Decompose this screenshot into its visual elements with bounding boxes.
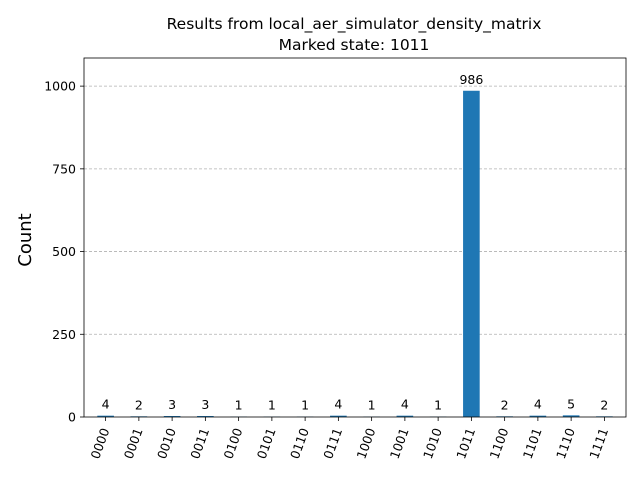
y-tick-label: 0 <box>68 410 76 425</box>
x-tick-label: 0110 <box>287 426 312 461</box>
bar <box>163 416 181 417</box>
x-tick-label: 0101 <box>254 426 279 461</box>
x-tick-label: 1011 <box>453 426 478 461</box>
bar-value-label: 4 <box>401 397 409 412</box>
bar <box>396 415 414 417</box>
bar-value-label: 2 <box>501 397 509 412</box>
bar-value-label: 3 <box>201 397 209 412</box>
bar-value-label: 4 <box>534 397 542 412</box>
x-tick-label: 0010 <box>154 426 179 461</box>
bar-value-label: 1 <box>434 398 442 413</box>
bar-value-label: 5 <box>567 396 575 411</box>
x-tick-label: 1110 <box>553 426 578 461</box>
x-tick-label: 0100 <box>220 426 245 461</box>
bar-value-label: 3 <box>168 397 176 412</box>
x-tick-label: 1000 <box>353 426 378 461</box>
x-tick-label: 0011 <box>187 426 212 461</box>
x-tick-label: 1100 <box>486 426 511 461</box>
axes <box>83 57 627 418</box>
y-ticks: 0 250 500 750 1000 <box>44 79 84 425</box>
x-tick-label: 1010 <box>420 426 445 461</box>
gridlines <box>84 85 626 335</box>
plot-frame <box>83 57 627 418</box>
x-tick-label: 0001 <box>121 426 146 461</box>
y-tick-label: 750 <box>52 161 76 176</box>
bar-value-label: 4 <box>102 397 110 412</box>
y-tick-label: 250 <box>52 327 76 342</box>
bar <box>330 415 347 417</box>
bars <box>97 90 613 417</box>
bar <box>197 416 214 417</box>
x-tick-label: 0000 <box>87 426 112 461</box>
bar-value-label: 2 <box>600 397 608 412</box>
bar-value-label: 1 <box>235 398 243 413</box>
y-axis-label: Count <box>15 213 36 266</box>
bar-labels: 4 2 3 3 1 1 1 4 1 4 1 986 2 4 5 2 <box>102 72 609 413</box>
bar <box>529 415 547 417</box>
bar-value-label: 2 <box>135 397 143 412</box>
chart-subtitle: Marked state: 1011 <box>279 36 430 54</box>
bar <box>463 90 480 417</box>
bar <box>562 415 580 417</box>
x-tick-label: 1101 <box>520 426 545 461</box>
bar <box>97 415 114 417</box>
y-tick-label: 1000 <box>44 79 76 94</box>
y-tick-label: 500 <box>52 244 76 259</box>
bar-value-label: 1 <box>268 398 276 413</box>
bar-value-label: 4 <box>334 397 342 412</box>
x-tick-label: 1111 <box>586 426 611 461</box>
chart-title: Results from local_aer_simulator_density… <box>167 15 542 34</box>
x-tick-label: 1001 <box>387 426 412 461</box>
bar-value-label: 1 <box>368 398 376 413</box>
bar-value-label: 986 <box>459 72 483 87</box>
x-ticks: 0000 0001 0010 0011 0100 0101 0110 0111 1000 1001… <box>87 417 611 461</box>
bar-value-label: 1 <box>301 398 309 413</box>
x-tick-label: 0111 <box>320 426 345 461</box>
